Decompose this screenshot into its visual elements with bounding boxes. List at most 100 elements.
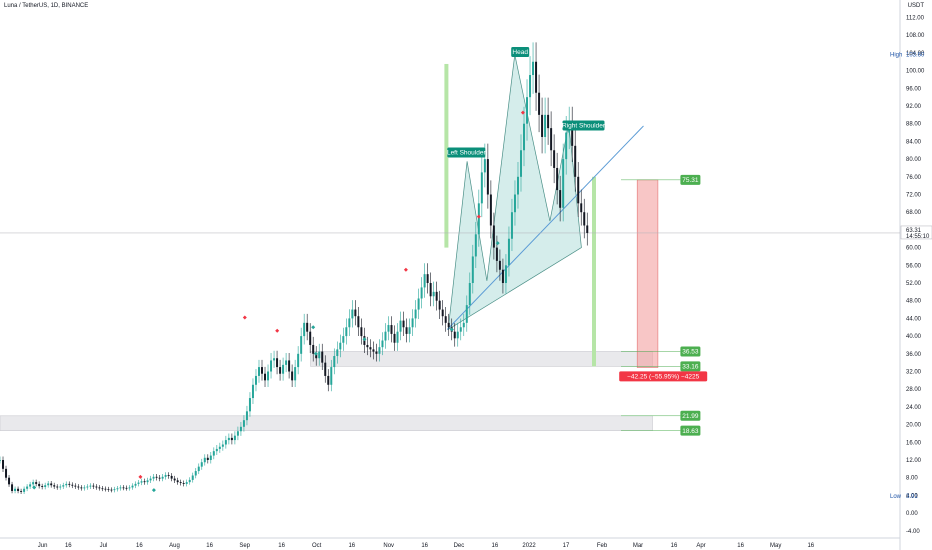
pattern-label: Head (512, 49, 528, 56)
candle-body (29, 484, 32, 487)
signal-marker (32, 485, 37, 490)
y-tick-label: 44.00 (906, 316, 922, 322)
candle-body (137, 482, 140, 484)
high-value: 103.60 (906, 53, 925, 59)
candle-body (155, 476, 158, 478)
candle-body (276, 358, 279, 368)
candle-body (41, 486, 44, 487)
candle-body (532, 61, 535, 76)
y-tick-label: 52.00 (906, 281, 922, 287)
candle-body (381, 340, 384, 348)
short-result-label-bg (619, 371, 708, 382)
candle-body (254, 375, 257, 385)
candle-body (101, 488, 104, 490)
candle-body (396, 331, 399, 343)
candle-body (143, 481, 146, 483)
candle-body (438, 300, 441, 310)
x-tick-label: 16 (492, 543, 499, 549)
candle-body (523, 123, 526, 151)
candle-body (369, 347, 372, 350)
y-tick-label: 16.00 (906, 440, 922, 446)
candle-body (128, 487, 131, 489)
candle-body (239, 426, 242, 432)
signal-marker (311, 325, 316, 330)
candle-body (20, 490, 23, 492)
candle-body (14, 488, 17, 491)
candle-body (182, 483, 185, 484)
x-tick-label: Apr (696, 543, 705, 549)
y-tick-label: 0.00 (906, 511, 918, 517)
candle-body (405, 327, 408, 334)
candle-body (158, 477, 161, 479)
candle-body (227, 437, 230, 441)
candle-body (273, 358, 276, 361)
candle-body (44, 485, 47, 487)
candle-body (164, 475, 167, 477)
candle-body (390, 325, 393, 334)
candle-body (215, 448, 218, 452)
candle-body (529, 75, 532, 98)
y-tick-label: 20.00 (906, 423, 922, 429)
candle-body (270, 360, 273, 372)
candle-body (399, 320, 402, 332)
chart-title: Luna / TetherUS, 1D, BINANCE (4, 3, 89, 9)
candle-body (577, 176, 580, 204)
candle-body (32, 482, 35, 485)
x-tick-label: 16 (421, 543, 428, 549)
x-tick-label: Sep (239, 543, 250, 549)
candle-body (486, 159, 489, 195)
candle-body (170, 475, 173, 479)
candle-body (176, 480, 179, 483)
x-tick-label: Jul (100, 543, 108, 549)
candle-body (194, 471, 197, 476)
price-tag-bg (680, 174, 701, 185)
candle-body (429, 283, 432, 297)
candle-body (261, 367, 264, 374)
y-tick-label: 100.00 (906, 69, 925, 75)
candle-body (435, 291, 438, 301)
candle-body (580, 203, 583, 213)
y-tick-label: 40.00 (906, 334, 922, 340)
price-tag-bg (680, 425, 701, 436)
candle-body (65, 483, 68, 486)
candle-body (471, 256, 474, 284)
candle-body (556, 167, 559, 191)
candle-body (233, 435, 236, 441)
candle-body (333, 356, 336, 368)
candle-body (146, 480, 149, 483)
candle-body (119, 487, 122, 489)
candle-body (393, 333, 396, 343)
candle-body (366, 344, 369, 348)
candle-body (279, 367, 282, 374)
candle-body (459, 327, 462, 332)
x-tick-label: 16 (136, 543, 143, 549)
pattern-label-bg (511, 47, 530, 58)
candle-body (47, 483, 50, 486)
candle-body (426, 274, 429, 284)
candle-body (519, 150, 522, 177)
price-tag-bg (680, 361, 701, 372)
candle-body (321, 351, 324, 363)
candle-body (553, 150, 556, 168)
y-tick-label: 12.00 (906, 458, 922, 464)
candle-body (492, 225, 495, 248)
y-tick-label: -4.00 (906, 529, 920, 535)
candle-body (384, 331, 387, 341)
candle-body (242, 420, 245, 427)
x-tick-label: Nov (383, 543, 394, 549)
candle-body (288, 360, 291, 372)
candle-body (38, 483, 41, 487)
candle-body (125, 487, 128, 489)
candle-body (74, 485, 77, 487)
target-bar (592, 176, 596, 367)
candle-body (516, 176, 519, 195)
low-value: 3.91 (906, 494, 918, 500)
y-tick-label: 84.00 (906, 139, 922, 145)
candle-body (565, 132, 568, 160)
candle-body (5, 468, 8, 478)
candle-body (23, 488, 26, 492)
candle-body (152, 476, 155, 479)
support-zone (310, 351, 653, 367)
candle-body (209, 455, 212, 461)
